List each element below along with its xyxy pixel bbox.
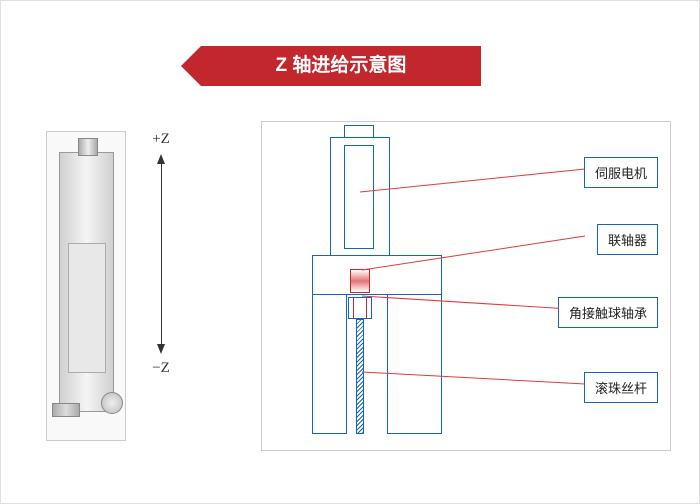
angular-contact-bearing — [348, 297, 372, 319]
column-left — [312, 294, 347, 434]
machine-motor-cap — [78, 138, 98, 156]
cutaway-drawing — [292, 137, 462, 437]
mount-block — [312, 255, 442, 295]
axis-arrow — [161, 154, 162, 354]
axis-label-minus-z: −Z — [141, 360, 181, 377]
callout-coupling: 联轴器 — [597, 224, 658, 255]
machine-handwheel — [101, 392, 123, 414]
right-cutaway-panel: 伺服电机 联轴器 角接触球轴承 滚珠丝杆 — [261, 121, 671, 451]
title-banner: Z 轴进给示意图 — [201, 46, 481, 86]
callout-ball-screw: 滚珠丝杆 — [584, 372, 658, 403]
axis-line — [161, 164, 162, 344]
axis-label-plus-z: +Z — [141, 131, 181, 148]
callout-angular-bearing: 角接触球轴承 — [558, 297, 658, 328]
arrowhead-up-icon — [157, 154, 165, 164]
left-view-panel — [46, 131, 126, 441]
machine-body — [59, 152, 114, 412]
coupling — [350, 269, 370, 293]
ball-screw — [356, 319, 364, 434]
machine-slide-slot — [68, 243, 106, 373]
callout-servo-motor: 伺服电机 — [584, 157, 658, 188]
axis-indicator: +Z −Z — [141, 131, 181, 391]
machine-bottom-motor — [52, 403, 80, 417]
arrowhead-down-icon — [157, 344, 165, 354]
column-right — [387, 294, 442, 434]
servo-motor-core — [344, 145, 374, 249]
